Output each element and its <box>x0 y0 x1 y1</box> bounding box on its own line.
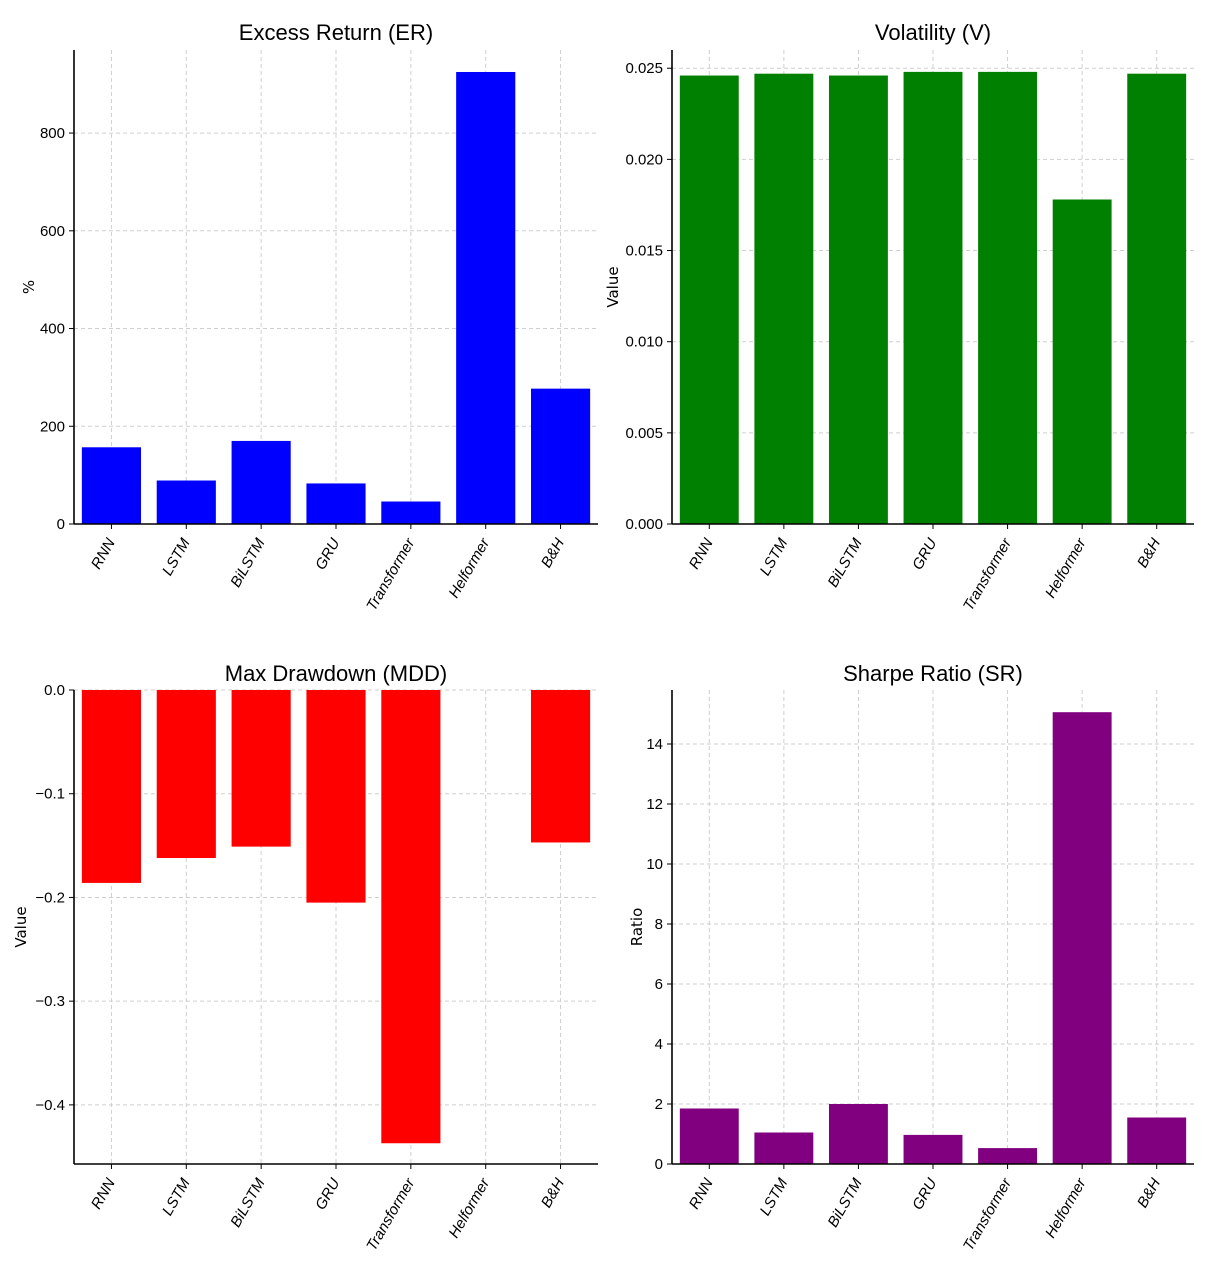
excess-return-er-ytick-label: 0 <box>57 516 65 533</box>
sharpe-ratio-sr-bar-helformer <box>1052 712 1112 1164</box>
volatility-v-bar-rnn <box>679 75 739 525</box>
volatility-v-ytick-label: 0.020 <box>625 151 663 168</box>
max-drawdown-mdd-ytick-label: −0.4 <box>35 1097 65 1114</box>
excess-return-er-bar-gru <box>306 483 366 524</box>
chart-panel-max-drawdown: 0.0 −0.1 −0.2 −0.3 −0.4 RNN LSTM BiLSTM GRU Trans… <box>12 661 598 1254</box>
max-drawdown-mdd-ytick-label: −0.2 <box>35 889 65 906</box>
excess-return-er-bar-helformer <box>456 71 516 525</box>
chart-panel-volatility: 0.000 0.005 0.010 0.015 0.020 0.025 RNN LSTM BiL… <box>604 20 1194 614</box>
max-drawdown-mdd-bar-rnn <box>81 690 141 883</box>
max-drawdown-mdd-ytick-label: −0.1 <box>35 786 65 803</box>
chart-panel-sharpe-ratio: 0 2 4 6 8 10 12 14 RNN LSTM BiLSTM GRU Transformer He… <box>628 661 1194 1254</box>
volatility-v-ytick-label: 0.005 <box>625 425 663 442</box>
sharpe-ratio-sr-xtick-label-gru: GRU <box>909 1175 940 1213</box>
sharpe-ratio-sr-title: Sharpe Ratio (SR) <box>843 661 1023 686</box>
sharpe-ratio-sr-ytick-label: 14 <box>646 736 663 753</box>
sharpe-ratio-sr-bar-gru <box>903 1134 963 1164</box>
max-drawdown-mdd-ytick-label: 0.0 <box>44 682 65 699</box>
excess-return-er-bar-bilstm <box>231 440 291 524</box>
excess-return-er-ytick-label: 800 <box>40 125 65 142</box>
max-drawdown-mdd-ylabel: Value <box>12 906 30 947</box>
sharpe-ratio-sr-xtick-label-bandh: B&H <box>1134 1175 1164 1210</box>
excess-return-er-bar-transformer <box>381 501 441 524</box>
excess-return-er-bar-lstm <box>156 480 216 524</box>
volatility-v-title: Volatility (V) <box>875 20 991 45</box>
sharpe-ratio-sr-xtick-label-helformer: Helformer <box>1042 1175 1090 1241</box>
sharpe-ratio-sr-xtick-label-lstm: LSTM <box>757 1175 792 1219</box>
max-drawdown-mdd-xtick-label-transformer: Transformer <box>363 1175 419 1254</box>
volatility-v-xtick-label-gru: GRU <box>909 535 940 573</box>
sharpe-ratio-sr-ytick-label: 4 <box>655 1036 663 1053</box>
volatility-v-xtick-label-lstm: LSTM <box>757 535 792 579</box>
volatility-v-ytick-label: 0.025 <box>625 60 663 77</box>
sharpe-ratio-sr-ytick-label: 8 <box>655 916 663 933</box>
max-drawdown-mdd-xtick-label-bilstm: BiLSTM <box>227 1175 269 1230</box>
max-drawdown-mdd-bar-bandh <box>531 690 591 843</box>
max-drawdown-mdd-xtick-label-helformer: Helformer <box>446 1175 494 1241</box>
volatility-v-bar-bandh <box>1127 73 1187 524</box>
max-drawdown-mdd-bar-lstm <box>156 690 216 859</box>
max-drawdown-mdd-bar-transformer <box>381 690 441 1144</box>
sharpe-ratio-sr-xtick-label-bilstm: BiLSTM <box>824 1175 866 1230</box>
excess-return-er-bar-rnn <box>81 447 141 524</box>
sharpe-ratio-sr-bar-rnn <box>679 1108 739 1164</box>
sharpe-ratio-sr-bar-lstm <box>754 1132 814 1164</box>
excess-return-er-ytick-label: 400 <box>40 321 65 338</box>
excess-return-er-xtick-label-rnn: RNN <box>88 535 119 572</box>
volatility-v-ytick-label: 0.000 <box>625 516 663 533</box>
volatility-v-bar-transformer <box>978 71 1038 524</box>
sharpe-ratio-sr-xtick-label-transformer: Transformer <box>960 1175 1016 1254</box>
excess-return-er-ytick-label: 600 <box>40 223 65 240</box>
sharpe-ratio-sr-ytick-label: 6 <box>655 976 663 993</box>
volatility-v-bar-helformer <box>1052 199 1112 524</box>
sharpe-ratio-sr-ytick-label: 12 <box>646 796 663 813</box>
excess-return-er-xtick-label-gru: GRU <box>312 535 343 573</box>
volatility-v-xtick-label-transformer: Transformer <box>960 535 1016 614</box>
sharpe-ratio-sr-ylabel: Ratio <box>628 908 646 947</box>
max-drawdown-mdd-xtick-label-rnn: RNN <box>88 1175 119 1212</box>
sharpe-ratio-sr-bar-bilstm <box>828 1104 888 1164</box>
volatility-v-ytick-label: 0.015 <box>625 243 663 260</box>
max-drawdown-mdd-xtick-label-lstm: LSTM <box>159 1175 194 1219</box>
volatility-v-bar-lstm <box>754 73 814 524</box>
excess-return-er-ylabel: % <box>20 280 38 294</box>
volatility-v-bar-bilstm <box>828 75 888 525</box>
sharpe-ratio-sr-ytick-label: 10 <box>646 856 663 873</box>
max-drawdown-mdd-xtick-label-bandh: B&H <box>538 1175 568 1210</box>
max-drawdown-mdd-bar-gru <box>306 690 366 903</box>
max-drawdown-mdd-bar-bilstm <box>231 690 291 847</box>
volatility-v-xtick-label-helformer: Helformer <box>1042 535 1090 601</box>
excess-return-er-ytick-label: 200 <box>40 418 65 435</box>
sharpe-ratio-sr-ytick-label: 2 <box>655 1096 663 1113</box>
volatility-v-xtick-label-bandh: B&H <box>1134 535 1164 570</box>
excess-return-er-xtick-label-bilstm: BiLSTM <box>227 535 269 590</box>
excess-return-er-xtick-label-helformer: Helformer <box>446 535 494 601</box>
excess-return-er-title: Excess Return (ER) <box>239 20 433 45</box>
max-drawdown-mdd-xtick-label-gru: GRU <box>312 1175 343 1213</box>
sharpe-ratio-sr-xtick-label-rnn: RNN <box>686 1175 717 1212</box>
sharpe-ratio-sr-bar-transformer <box>978 1148 1038 1164</box>
excess-return-er-xtick-label-bandh: B&H <box>538 535 568 570</box>
chart-panel-excess-return: 0 200 400 600 800 RNN LSTM BiLSTM GRU Transformer… <box>20 20 598 614</box>
max-drawdown-mdd-title: Max Drawdown (MDD) <box>225 661 447 686</box>
sharpe-ratio-sr-ytick-label: 0 <box>655 1156 663 1173</box>
volatility-v-ytick-label: 0.010 <box>625 334 663 351</box>
volatility-v-xtick-label-bilstm: BiLSTM <box>824 535 866 590</box>
volatility-v-xtick-label-rnn: RNN <box>686 535 717 572</box>
excess-return-er-xtick-label-transformer: Transformer <box>363 535 419 614</box>
max-drawdown-mdd-ytick-label: −0.3 <box>35 993 65 1010</box>
sharpe-ratio-sr-bar-bandh <box>1127 1117 1187 1164</box>
volatility-v-bar-gru <box>903 71 963 524</box>
volatility-v-ylabel: Value <box>604 266 622 307</box>
excess-return-er-bar-bandh <box>531 388 591 524</box>
excess-return-er-xtick-label-lstm: LSTM <box>159 535 194 579</box>
